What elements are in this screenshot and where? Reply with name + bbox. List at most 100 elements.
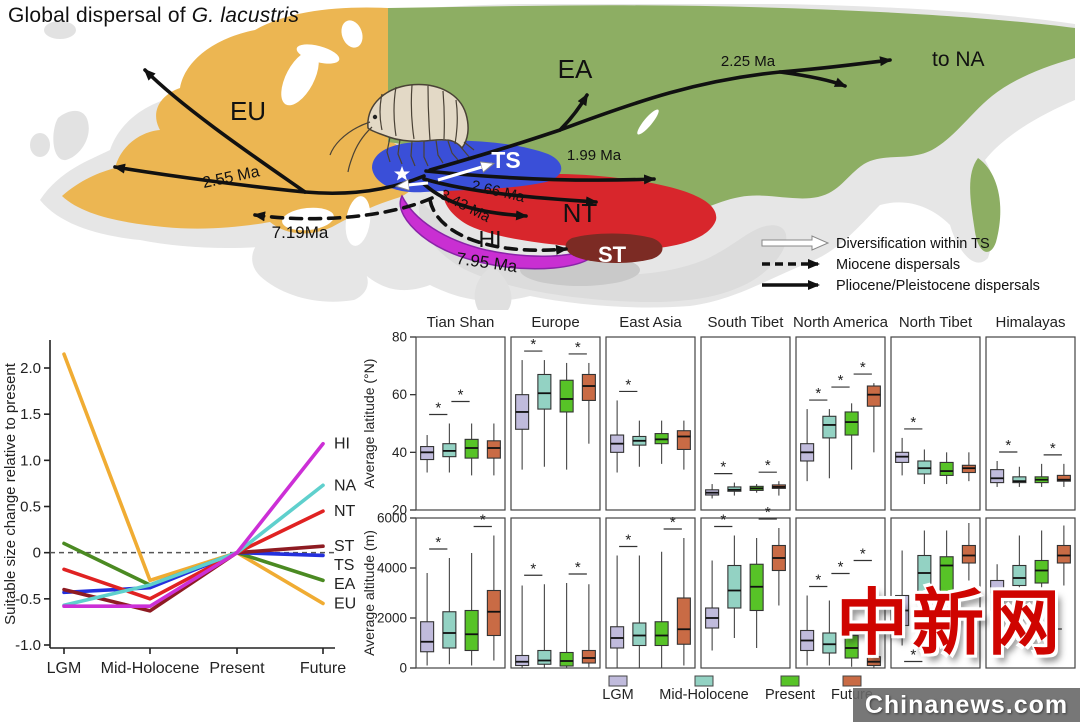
svg-text:Suitable size change relative: Suitable size change relative to present [2, 362, 19, 625]
origin-star [394, 166, 410, 181]
svg-text:*: * [435, 534, 441, 551]
lake-baikal [637, 109, 659, 135]
svg-text:South Tibet: South Tibet [708, 314, 785, 331]
sea-baltic [281, 50, 319, 106]
arrow-miocene-southeast [428, 198, 568, 255]
sea-white [341, 20, 363, 48]
svg-text:*: * [815, 385, 821, 402]
boxplot-grids: Average latitude (°N) 20 40 60 80 Tian Shan * *… [362, 314, 1076, 703]
svg-text:Present: Present [765, 687, 815, 703]
svg-text:Himalayas: Himalayas [995, 314, 1065, 331]
figure-title-species: G. lacustris [191, 4, 300, 27]
svg-text:*: * [838, 372, 844, 389]
region-labels: EU EA TS NT HI ST to NA [230, 48, 985, 267]
svg-text:20: 20 [392, 503, 407, 518]
diversification-arrows [398, 164, 492, 186]
open-arrow-sample [761, 235, 830, 251]
region-eu [62, 7, 417, 234]
region-label-hi: HI [479, 226, 502, 252]
label-225: 2.25 Ma [721, 53, 776, 70]
sea-caspian [345, 196, 371, 246]
svg-text:*: * [720, 459, 726, 476]
svg-text:*: * [530, 336, 536, 353]
arrow-ea-north [558, 93, 589, 132]
map-legend-label-0: Diversification within TS [836, 236, 990, 252]
to-na-label: to NA [932, 48, 985, 71]
svg-text:0: 0 [33, 545, 41, 562]
svg-text:40: 40 [392, 445, 407, 460]
region-label-st: ST [598, 242, 627, 267]
map-legend-label-1: Miocene dispersals [836, 257, 960, 273]
terrain-china [418, 200, 787, 302]
svg-text:60: 60 [392, 387, 407, 402]
svg-text:Europe: Europe [531, 314, 579, 331]
arrow-266 [422, 177, 598, 207]
svg-text:TS: TS [334, 557, 354, 574]
figure-title: Global dispersal of G. lacustris [8, 4, 299, 28]
svg-text:-0.5: -0.5 [15, 591, 41, 608]
svg-text:*: * [765, 457, 771, 474]
svg-text:4000: 4000 [377, 561, 407, 576]
arrow-ts-right [437, 164, 492, 182]
svg-text:6000: 6000 [377, 511, 407, 526]
watermark-en: Chinanews.com [853, 688, 1080, 722]
arrow-343 [422, 182, 528, 221]
dispersal-arrows [113, 56, 892, 255]
amphipod-illustration [329, 83, 475, 173]
island-iceland [44, 21, 76, 39]
region-st [565, 233, 663, 263]
svg-text:*: * [910, 647, 916, 664]
svg-text:1.0: 1.0 [20, 452, 41, 469]
island-britain [53, 110, 89, 161]
arrow-na-fork [778, 70, 847, 88]
arrow-eu-north [143, 68, 307, 194]
svg-text:*: * [815, 572, 821, 589]
svg-text:*: * [575, 339, 581, 356]
svg-text:*: * [670, 514, 676, 531]
svg-text:*: * [530, 560, 536, 577]
region-label-eu: EU [230, 96, 266, 126]
svg-text:*: * [458, 387, 464, 404]
svg-text:0.5: 0.5 [20, 499, 41, 516]
svg-text:*: * [765, 504, 771, 521]
region-ea [388, 5, 1075, 216]
svg-text:0: 0 [399, 661, 407, 676]
svg-text:NT: NT [334, 503, 356, 520]
svg-text:2.0: 2.0 [20, 360, 41, 377]
region-label-nt: NT [563, 198, 598, 228]
watermark-cn: 中新网 [836, 584, 1065, 664]
arrow-miocene-west [253, 196, 434, 222]
arrow-ts-left [398, 183, 429, 186]
suitable-size-line-chart: -1.0 -0.5 0 0.5 1.0 1.5 2.0 LGM Mid-Holocene Pres… [2, 340, 357, 677]
svg-text:Average latitude (°N): Average latitude (°N) [362, 359, 377, 489]
svg-text:1.5: 1.5 [20, 406, 41, 423]
svg-text:EU: EU [334, 595, 356, 612]
svg-text:Tian Shan: Tian Shan [427, 314, 495, 331]
svg-text:EA: EA [334, 576, 356, 593]
svg-text:Future: Future [300, 660, 346, 677]
label-199: 1.99 Ma [567, 147, 622, 164]
dispersal-map: EU EA TS NT HI ST to NA 2.55 Ma 7.19Ma 7… [0, 0, 1080, 312]
svg-text:North Tibet: North Tibet [899, 314, 973, 331]
arrow-to-na [428, 56, 892, 172]
svg-text:Mid-Holocene: Mid-Holocene [101, 660, 200, 677]
svg-text:Mid-Holocene: Mid-Holocene [659, 687, 748, 703]
svg-text:*: * [910, 414, 916, 431]
island-ireland [30, 133, 50, 157]
svg-text:LGM: LGM [47, 660, 82, 677]
map-legend: Diversification within TS Miocene disper… [761, 235, 1040, 294]
figure-title-prefix: Global dispersal of [8, 4, 192, 27]
sea-gulf [296, 44, 340, 64]
region-ea-kamchatka [970, 158, 1001, 252]
svg-text:ST: ST [334, 538, 355, 555]
svg-text:HI: HI [334, 436, 350, 453]
svg-text:NA: NA [334, 477, 357, 494]
svg-text:*: * [1005, 437, 1011, 454]
svg-text:*: * [435, 400, 441, 417]
region-label-ts: TS [491, 147, 520, 173]
svg-text:*: * [860, 546, 866, 563]
terrain-india [474, 266, 512, 310]
svg-text:East Asia: East Asia [619, 314, 682, 331]
svg-text:North America: North America [793, 314, 889, 331]
